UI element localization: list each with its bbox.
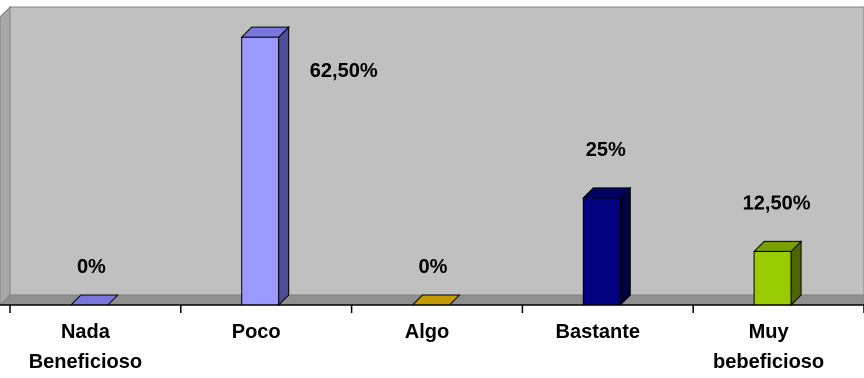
bar-side — [790, 240, 802, 307]
data-label: 25% — [586, 139, 626, 161]
bar-front — [582, 197, 621, 306]
bar-2 — [240, 25, 290, 307]
x-axis: Nada Beneficioso Poco Algo Bastante Muy bebefi… — [0, 304, 864, 373]
bar-4 — [582, 186, 632, 307]
back-wall — [9, 6, 864, 296]
bar-front — [241, 36, 280, 306]
bar-top — [752, 240, 803, 252]
bar-front — [753, 250, 792, 306]
category-label: Bastante — [556, 321, 640, 343]
data-label: 12,50% — [743, 192, 811, 214]
category-label: Nada Beneficioso — [29, 321, 142, 373]
side-wall — [0, 5, 11, 306]
plot-area — [0, 5, 864, 306]
bar-top — [240, 26, 290, 38]
bar-side — [278, 25, 290, 307]
data-label: 0% — [77, 256, 106, 278]
data-label: 62,50% — [310, 60, 378, 82]
data-labels: 0% 62,50% 0% 25% 12,50% — [77, 60, 811, 278]
category-label: Poco — [232, 321, 281, 343]
data-label: 0% — [419, 256, 448, 278]
bar-side — [619, 186, 631, 307]
category-label: Algo — [405, 321, 449, 343]
category-label: Muy bebeficioso — [713, 321, 824, 373]
bar-top — [582, 187, 632, 199]
bar-5 — [752, 240, 803, 307]
